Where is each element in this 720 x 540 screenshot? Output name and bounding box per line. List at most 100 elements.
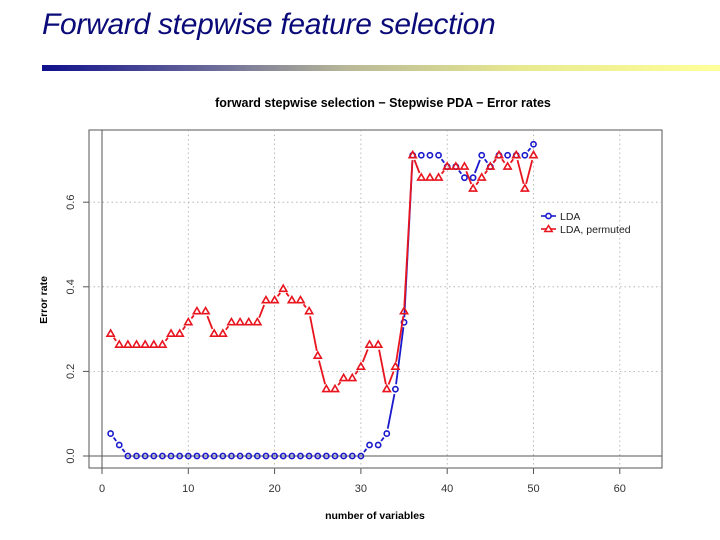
data-point (338, 372, 349, 382)
data-point (321, 383, 332, 393)
data-point (478, 151, 486, 159)
y-tick-label: 0.0 (65, 448, 77, 463)
data-point (504, 151, 512, 159)
data-point (167, 452, 175, 460)
data-point (253, 452, 261, 460)
data-point (252, 316, 263, 326)
data-point (122, 339, 133, 348)
legend-label-lda-permuted: LDA, permuted (560, 224, 631, 236)
data-point (269, 294, 280, 304)
data-point (357, 452, 365, 460)
data-point (278, 283, 289, 293)
x-tick-label: 50 (527, 483, 539, 495)
data-point (148, 339, 159, 348)
data-point (191, 305, 202, 315)
data-point (528, 149, 539, 159)
x-tick-label: 40 (441, 483, 453, 495)
data-point (226, 316, 237, 326)
triangle-marker-icon (543, 224, 554, 233)
grid-lines (89, 130, 662, 468)
data-point (202, 452, 209, 460)
data-point (493, 149, 504, 159)
data-point (459, 161, 470, 170)
data-point (407, 149, 418, 159)
data-point (476, 172, 487, 181)
data-point (348, 452, 356, 460)
data-point (295, 294, 306, 304)
data-point (450, 161, 461, 170)
x-tick-label: 60 (614, 483, 626, 495)
series-lda (107, 140, 537, 460)
data-point (217, 328, 228, 337)
data-point (157, 339, 168, 348)
data-point (381, 383, 392, 393)
data-point (435, 151, 442, 159)
data-point (236, 452, 244, 460)
data-point (442, 161, 453, 170)
data-point (383, 430, 391, 437)
data-point (166, 328, 177, 337)
data-point (141, 452, 149, 460)
data-point (184, 452, 192, 460)
data-point (426, 151, 434, 159)
data-point (417, 151, 425, 159)
data-point (245, 452, 253, 460)
data-point (150, 452, 158, 460)
data-point (279, 452, 287, 460)
circle-marker-icon (545, 212, 552, 220)
data-point (210, 452, 218, 460)
data-point (347, 372, 358, 382)
data-point (174, 328, 185, 337)
data-point (209, 328, 220, 337)
data-point (271, 452, 278, 460)
data-point (260, 294, 271, 304)
data-point (183, 316, 194, 326)
data-point (124, 452, 132, 460)
data-point (131, 339, 142, 348)
x-tick-label: 20 (268, 483, 280, 495)
x-axis-label: number of variables (325, 510, 425, 522)
data-point (399, 305, 410, 315)
data-point (235, 316, 246, 326)
legend-label-lda: LDA (560, 211, 580, 223)
data-point (114, 339, 125, 348)
data-point (519, 183, 530, 192)
y-tick-label: 0.6 (65, 195, 77, 210)
data-point (355, 361, 366, 370)
data-point (502, 161, 513, 170)
title-accent-bar (42, 65, 720, 71)
data-point (469, 174, 477, 182)
series-lda-permuted (105, 149, 539, 393)
data-point (314, 452, 322, 460)
data-point (366, 441, 373, 449)
data-point (330, 383, 340, 393)
data-point (200, 305, 211, 315)
data-point (305, 452, 313, 460)
data-point (107, 430, 115, 437)
data-point (133, 452, 140, 460)
data-point (390, 361, 401, 370)
data-point (511, 149, 522, 159)
data-point (392, 385, 399, 393)
data-point (461, 174, 468, 182)
data-point (105, 328, 116, 337)
data-point (468, 183, 479, 192)
y-tick-label: 0.2 (65, 364, 77, 379)
data-point (159, 452, 166, 460)
y-axis-label: Error rate (38, 276, 50, 324)
data-point (312, 350, 323, 359)
data-point (331, 452, 339, 460)
x-tick-label: 30 (355, 483, 367, 495)
data-point (364, 339, 375, 348)
legend-item-lda: LDA (541, 211, 580, 223)
data-point (219, 452, 227, 460)
data-point (416, 172, 427, 181)
data-point (373, 339, 384, 348)
axes: 0 10 20 30 40 50 60 0.0 0.2 0.4 0.6 (65, 130, 662, 495)
data-point (115, 441, 123, 449)
data-point (304, 305, 315, 315)
data-point (340, 452, 348, 460)
data-point (286, 294, 297, 304)
data-series (105, 140, 539, 460)
